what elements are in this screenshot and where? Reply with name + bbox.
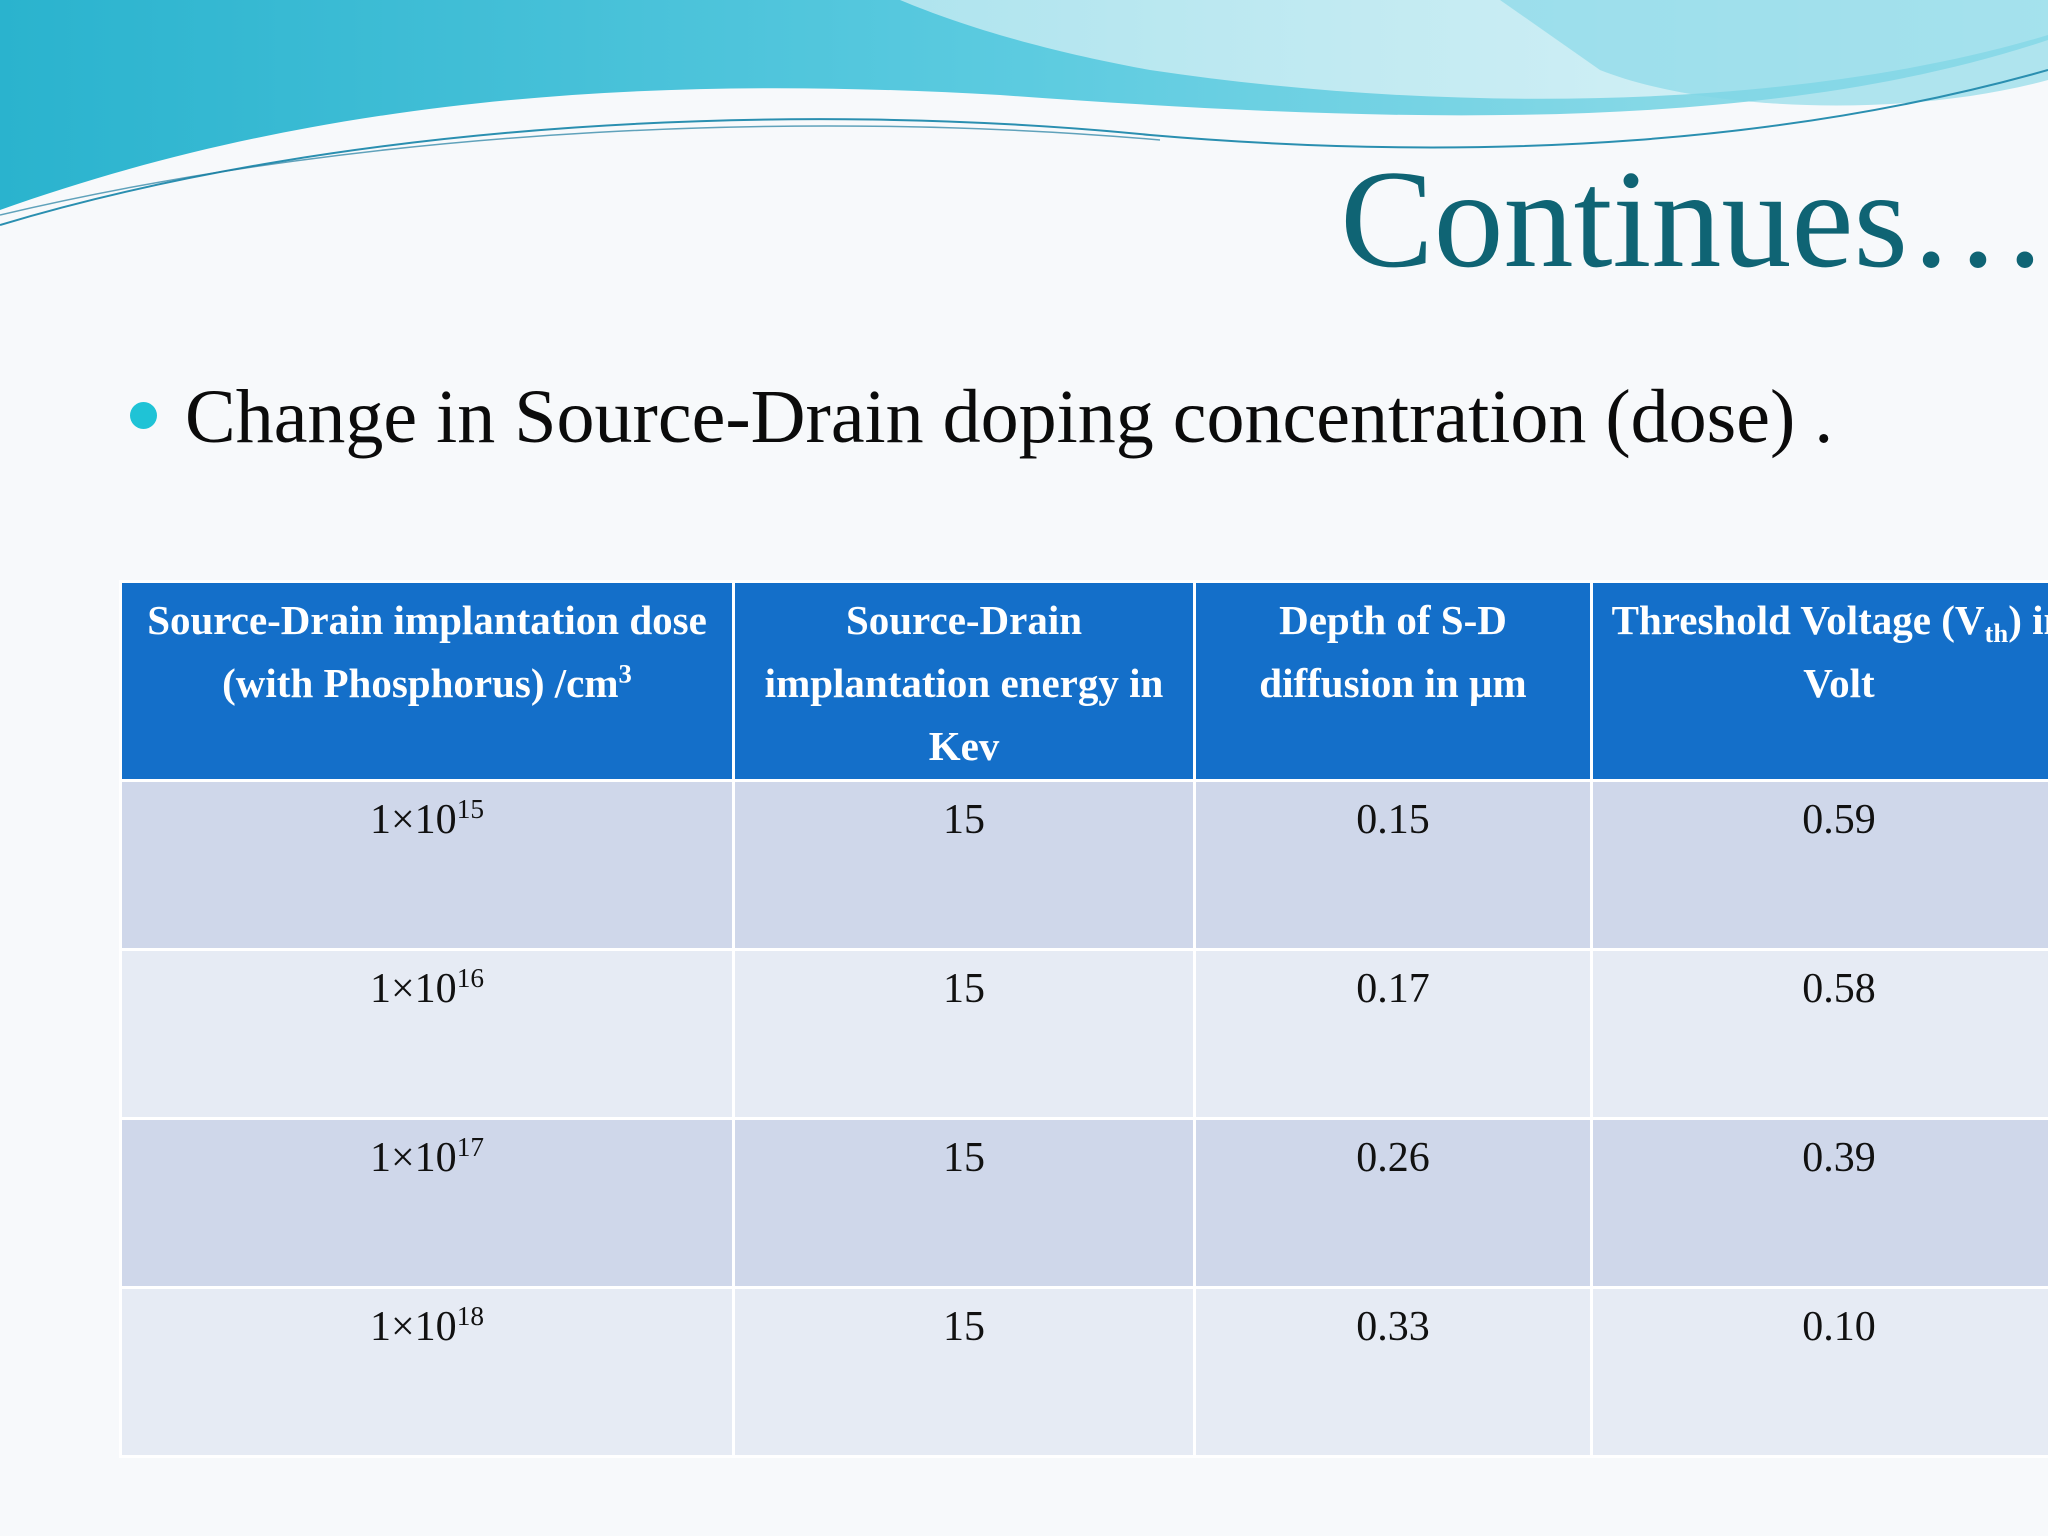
vth-cell: 0.58 bbox=[1590, 948, 2048, 1120]
dose-base: 1×10 bbox=[370, 1135, 457, 1181]
vth-cell: 0.10 bbox=[1590, 1286, 2048, 1458]
doping-results-table: Source-Drain implantation dose (with Pho… bbox=[119, 580, 2048, 1458]
dose-exponent: 15 bbox=[456, 794, 484, 824]
table-row: 1×1015 15 0.15 0.59 bbox=[119, 779, 2048, 951]
header-dose-text: Source-Drain implantation dose (with Pho… bbox=[147, 597, 707, 706]
header-dose-exponent: 3 bbox=[618, 658, 632, 689]
dose-exponent: 17 bbox=[456, 1132, 484, 1162]
slide-title: Continues… bbox=[1340, 142, 2048, 297]
energy-cell: 15 bbox=[732, 948, 1196, 1120]
dose-base: 1×10 bbox=[370, 1304, 457, 1350]
header-depth: Depth of S-D diffusion in µm bbox=[1193, 580, 1593, 782]
dose-cell: 1×1018 bbox=[119, 1286, 735, 1458]
bullet-dot-icon bbox=[130, 402, 157, 429]
depth-cell: 0.33 bbox=[1193, 1286, 1593, 1458]
dose-base: 1×10 bbox=[370, 797, 457, 843]
dose-cell: 1×1015 bbox=[119, 779, 735, 951]
vth-cell: 0.39 bbox=[1590, 1117, 2048, 1289]
header-threshold-voltage: Threshold Voltage (Vth) in Volt bbox=[1590, 580, 2048, 782]
dose-exponent: 18 bbox=[456, 1301, 484, 1331]
table-row: 1×1018 15 0.33 0.10 bbox=[119, 1286, 2048, 1458]
energy-cell: 15 bbox=[732, 1286, 1196, 1458]
energy-cell: 15 bbox=[732, 779, 1196, 951]
energy-cell: 15 bbox=[732, 1117, 1196, 1289]
header-vth-subscript: th bbox=[1984, 617, 2009, 648]
table-row: 1×1016 15 0.17 0.58 bbox=[119, 948, 2048, 1120]
vth-cell: 0.59 bbox=[1590, 779, 2048, 951]
dose-base: 1×10 bbox=[370, 966, 457, 1012]
dose-exponent: 16 bbox=[456, 963, 484, 993]
bullet-text: Change in Source-Drain doping concentrat… bbox=[185, 375, 1834, 459]
table-header-row: Source-Drain implantation dose (with Pho… bbox=[119, 580, 2048, 782]
depth-cell: 0.17 bbox=[1193, 948, 1593, 1120]
depth-cell: 0.15 bbox=[1193, 779, 1593, 951]
dose-cell: 1×1017 bbox=[119, 1117, 735, 1289]
header-vth-suffix: ) in Volt bbox=[1803, 597, 2048, 706]
dose-cell: 1×1016 bbox=[119, 948, 735, 1120]
header-vth-prefix: Threshold Voltage (V bbox=[1611, 597, 1985, 643]
header-energy: Source-Drain implantation energy in Kev bbox=[732, 580, 1196, 782]
table-row: 1×1017 15 0.26 0.39 bbox=[119, 1117, 2048, 1289]
depth-cell: 0.26 bbox=[1193, 1117, 1593, 1289]
header-dose: Source-Drain implantation dose (with Pho… bbox=[119, 580, 735, 782]
header-wave-decoration bbox=[0, 0, 2048, 226]
